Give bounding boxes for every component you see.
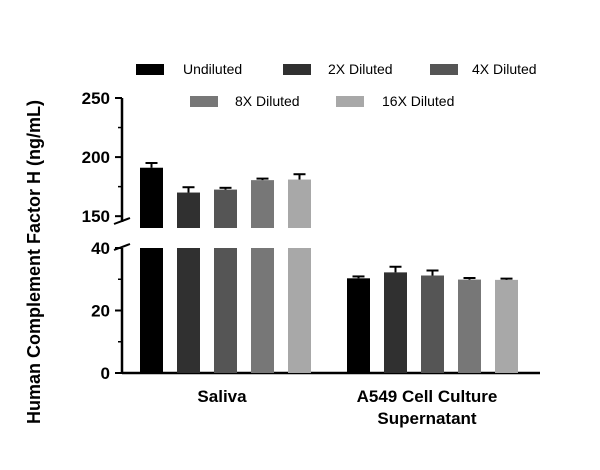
- bar: [421, 275, 444, 373]
- bar: [140, 248, 163, 373]
- legend-label: 8X Diluted: [235, 93, 300, 109]
- bar: [458, 279, 481, 373]
- bar: [288, 179, 311, 228]
- legend-label: 4X Diluted: [472, 61, 537, 77]
- y-tick-label: 200: [82, 148, 110, 167]
- x-category-label: A549 Cell Culture: [357, 387, 498, 406]
- bar: [177, 248, 200, 373]
- bar: [140, 167, 163, 228]
- legend-label: 16X Diluted: [382, 93, 454, 109]
- y-tick-label: 0: [101, 364, 110, 383]
- legend: Undiluted 2X Diluted 4X Diluted 8X Diluted 1…: [136, 61, 537, 109]
- legend-swatch: [136, 64, 164, 75]
- bar: [251, 248, 274, 373]
- bar: [214, 248, 237, 373]
- legend-swatch: [283, 64, 311, 75]
- y-tick-label: 20: [91, 302, 110, 321]
- x-axis-labels: Saliva A549 Cell Culture Supernatant: [197, 387, 497, 428]
- bars: [140, 162, 518, 373]
- y-axis-label: Human Complement Factor H (ng/mL): [24, 100, 44, 424]
- legend-label: 2X Diluted: [328, 61, 393, 77]
- y-tick-label: 40: [91, 239, 110, 258]
- bar: [384, 272, 407, 373]
- x-category-label: Supernatant: [377, 409, 477, 428]
- legend-swatch: [190, 96, 218, 107]
- y-tick-label: 250: [82, 89, 110, 108]
- axis-break-mark: [113, 217, 131, 225]
- bar: [251, 180, 274, 228]
- x-category-label: Saliva: [197, 387, 247, 406]
- bar: [347, 278, 370, 373]
- bar: [288, 248, 311, 373]
- bar: [214, 189, 237, 228]
- legend-swatch: [430, 64, 458, 75]
- y-tick-label: 150: [82, 207, 110, 226]
- bar: [495, 279, 518, 373]
- legend-label: Undiluted: [183, 61, 242, 77]
- bar: [177, 192, 200, 228]
- legend-swatch: [336, 96, 364, 107]
